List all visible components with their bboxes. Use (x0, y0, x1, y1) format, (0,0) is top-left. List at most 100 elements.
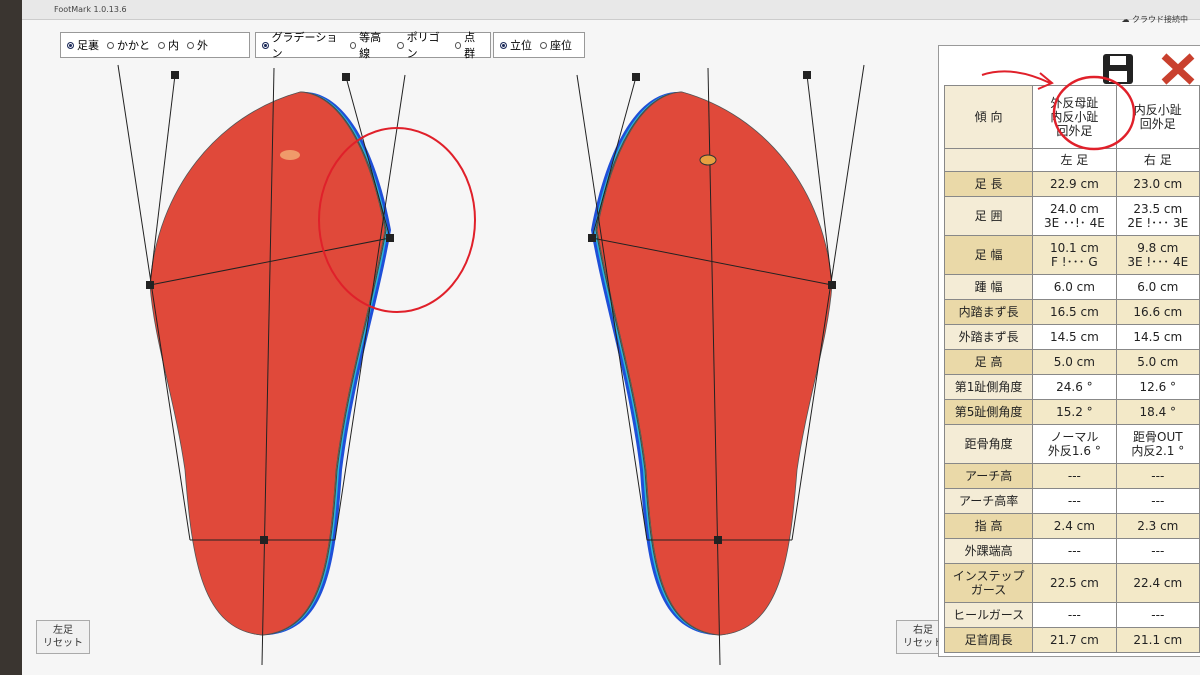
cell-line: 6.0 cm (1053, 280, 1095, 294)
table-cell: 足 長 (943, 171, 1034, 197)
table-cell: 足首周長 (943, 627, 1034, 653)
table-cell: アーチ高率 (943, 488, 1034, 514)
radio-label: 点群 (464, 31, 476, 60)
cell-line: 第1趾側角度 (954, 380, 1023, 394)
table-row: 第5趾側角度 15.2 ° 18.4 ° (943, 399, 1200, 425)
window-title: FootMark 1.0.13.6 (54, 5, 127, 14)
cell-line: --- (1067, 469, 1081, 483)
cell-line: 18.4 ° (1139, 405, 1177, 419)
cell-line: 22.5 cm (1049, 576, 1099, 590)
radio-option[interactable]: 内 (158, 37, 179, 53)
radio-dot (540, 41, 547, 49)
cell-line: 内反2.1 ° (1131, 444, 1185, 458)
cell-line: 10.1 cm (1049, 241, 1099, 255)
cell-line: 21.1 cm (1133, 633, 1183, 647)
radio-dot (158, 41, 165, 49)
cell-line: 内踏まず長 (958, 305, 1019, 319)
table-cell: 9.8 cm 3E !･･･ 4E (1115, 235, 1200, 275)
radio-option[interactable]: 点群 (454, 29, 484, 61)
radio-option[interactable]: かかと (107, 37, 150, 53)
table-cell: 内踏まず長 (943, 299, 1034, 325)
cell-line: 16.5 cm (1049, 305, 1099, 319)
header-row: 傾 向外反母趾 内反小趾 回外足 内反小趾 回外足 (943, 85, 1200, 149)
radio-dot (349, 41, 357, 49)
close-button[interactable] (1158, 52, 1198, 86)
column-header: 右 足 (1115, 148, 1200, 172)
radio-option[interactable]: 立位 (500, 37, 532, 53)
cell-line: 外反1.6 ° (1047, 444, 1101, 458)
button-line: 右足 (913, 625, 933, 636)
cell-line: 回外足 (1056, 124, 1093, 138)
cell-line: 指 高 (974, 519, 1003, 533)
radio-dot (187, 41, 194, 49)
cell-line: ヒールガース (953, 608, 1025, 622)
table-cell: 指 高 (943, 513, 1034, 539)
table-cell: 6.0 cm (1032, 274, 1117, 300)
table-cell: --- (1115, 488, 1200, 514)
radio-dot (500, 41, 507, 49)
cell-line: --- (1151, 494, 1165, 508)
table-cell: インステップ ガース (943, 563, 1034, 603)
table-row: インステップ ガース 22.5 cm 22.4 cm (943, 563, 1200, 603)
table-row: アーチ高率 --- --- (943, 488, 1200, 514)
table-cell: 踵 幅 (943, 274, 1034, 300)
cell-line: 21.7 cm (1049, 633, 1099, 647)
cell-line: 22.4 cm (1133, 576, 1183, 590)
radio-option[interactable]: 座位 (540, 37, 572, 53)
radio-option[interactable]: グラデーション (262, 29, 342, 61)
radio-option[interactable]: 外 (187, 37, 208, 53)
left-foot (117, 64, 476, 666)
radio-dot (262, 41, 269, 49)
cell-line: 足 長 (974, 177, 1003, 191)
table-row: 足首周長 21.7 cm 21.1 cm (943, 627, 1200, 653)
cell-line: 3E ･･!･ 4E (1043, 216, 1105, 230)
table-row: 距骨角度 ノーマル 外反1.6 ° 距骨OUT 内反2.1 ° (943, 424, 1200, 464)
table-cell: 22.9 cm (1032, 171, 1117, 197)
table-cell: 距骨角度 (943, 424, 1034, 464)
table-cell: 15.2 ° (1032, 399, 1117, 425)
cell-line: 傾 向 (974, 110, 1003, 124)
button-line: 左足 (53, 625, 73, 636)
radio-dot (454, 41, 462, 49)
table-cell: --- (1032, 488, 1117, 514)
radio-label: グラデーション (271, 31, 338, 60)
table-cell: 23.5 cm 2E !･･･ 3E (1115, 196, 1200, 236)
table-cell: 18.4 ° (1115, 399, 1200, 425)
cell-line: 足首周長 (964, 633, 1013, 647)
cell-line: 2E !･･･ 3E (1127, 216, 1189, 230)
button-line: リセット (43, 638, 83, 649)
table-row: 足 高 5.0 cm 5.0 cm (943, 349, 1200, 375)
cell-line: 23.5 cm (1133, 202, 1183, 216)
cell-line: 2.4 cm (1053, 519, 1095, 533)
radio-dot (397, 41, 404, 49)
table-cell (943, 148, 1034, 172)
radio-option[interactable]: ポリゴン (397, 29, 447, 61)
table-cell: 16.5 cm (1032, 299, 1117, 325)
cell-line: 距骨角度 (964, 437, 1013, 451)
save-button[interactable] (1100, 52, 1140, 86)
cell-line: 踵 幅 (974, 280, 1003, 294)
result-table: 傾 向外反母趾 内反小趾 回外足 内反小趾 回外足左 足右 足足 長 22.9 cm 23.… (943, 85, 1200, 653)
table-row: 足 囲 24.0 cm 3E ･･!･ 4E 23.5 cm 2E !･･･ 3E (943, 196, 1200, 236)
app-window: FootMark 1.0.13.6 ☁ クラウド接続中 足裏 かかと 内 外 グラデーシ… (22, 0, 1200, 675)
radio-option[interactable]: 等高線 (349, 29, 389, 61)
radio-option[interactable]: 足裏 (67, 37, 99, 53)
left-reset-button[interactable]: 左足 リセット (36, 620, 90, 654)
cell-line: 16.6 cm (1133, 305, 1183, 319)
cell-line: インステップ (952, 569, 1025, 583)
table-row: 指 高 2.4 cm 2.3 cm (943, 513, 1200, 539)
radio-label: 立位 (510, 39, 532, 52)
table-cell: --- (1032, 463, 1117, 489)
cell-line: 外反母趾 (1050, 96, 1099, 110)
cell-line: 足 高 (974, 355, 1003, 369)
table-cell: ヒールガース (943, 602, 1034, 628)
cell-line: 外踏まず長 (958, 330, 1019, 344)
cell-line: 9.8 cm (1137, 241, 1179, 255)
table-cell: 21.7 cm (1032, 627, 1117, 653)
cell-line: 外踝端高 (964, 544, 1013, 558)
table-cell: 外踏まず長 (943, 324, 1034, 350)
cell-line: 2.3 cm (1137, 519, 1179, 533)
cell-line: 24.0 cm (1049, 202, 1099, 216)
table-cell: 5.0 cm (1115, 349, 1200, 375)
table-cell: 5.0 cm (1032, 349, 1117, 375)
